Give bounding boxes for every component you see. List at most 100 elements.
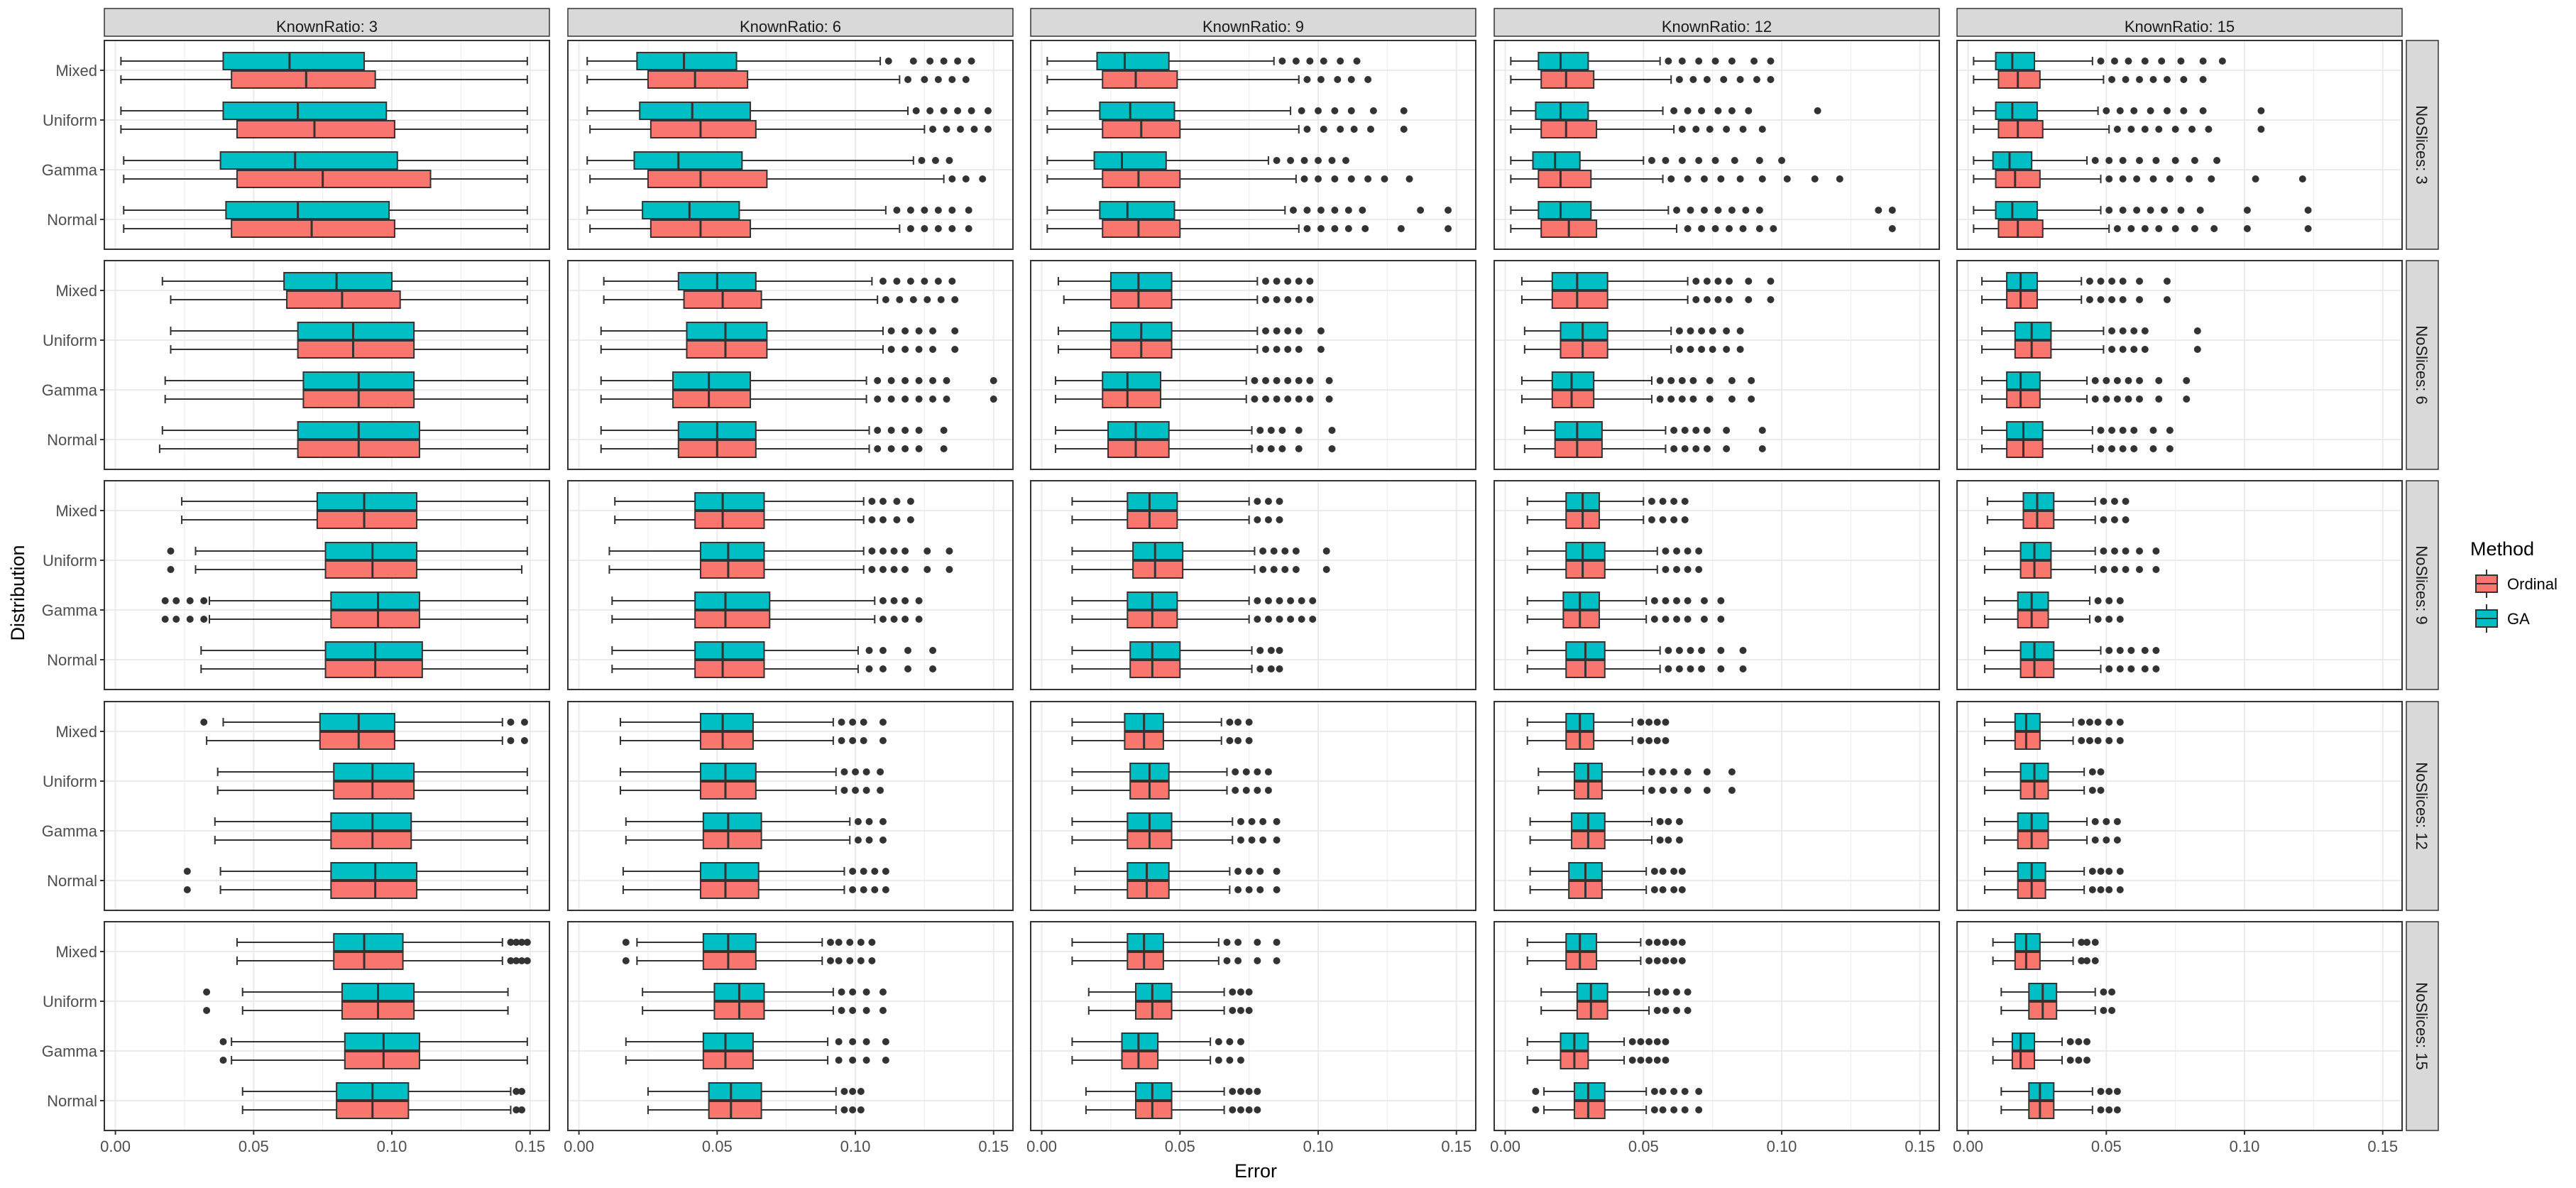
iqr-box (2006, 421, 2044, 440)
box-normal-ordinal (158, 440, 528, 458)
outlier-point (1767, 58, 1775, 65)
outlier-point (2078, 939, 2086, 946)
outlier-point (2105, 868, 2113, 875)
outlier-point (2205, 126, 2213, 133)
outlier-point (622, 957, 630, 964)
outlier-point (1678, 58, 1686, 65)
outlier-point (1245, 719, 1253, 726)
box-mixed-ga (614, 492, 914, 511)
iqr-box (647, 170, 768, 188)
outlier-point (915, 327, 923, 334)
outlier-point (1706, 126, 1714, 133)
box-gamma-ordinal (1992, 1051, 2091, 1069)
row-strip-1 (2406, 40, 2439, 250)
outlier-point (906, 207, 914, 214)
outlier-point (1267, 647, 1275, 654)
outlier-point (1264, 787, 1272, 794)
iqr-box (672, 371, 752, 390)
box-normal-ordinal (1983, 660, 2160, 678)
row-strip-label-5: NoSlices: 15 (2413, 982, 2430, 1070)
iqr-box (694, 492, 765, 511)
iqr-box (344, 1051, 420, 1069)
outlier-point (879, 278, 887, 285)
box-normal-ga (183, 862, 528, 881)
iqr-box (694, 592, 771, 610)
outlier-point (2191, 225, 2198, 232)
panel-border (1030, 480, 1476, 690)
outlier-point (1662, 1057, 1670, 1064)
box-normal-ga (1085, 1082, 1261, 1101)
outlier-point (2108, 76, 2116, 83)
panel-border (104, 480, 550, 690)
outlier-point (2113, 836, 2121, 844)
outlier-point (1237, 818, 1244, 825)
outlier-point (2116, 107, 2124, 114)
outlier-point (1681, 1106, 1689, 1113)
outlier-point (1245, 1088, 1253, 1095)
outlier-point (901, 566, 909, 573)
outlier-point (1675, 346, 1683, 353)
outlier-point (879, 566, 887, 573)
box-normal-ga (1523, 421, 1766, 440)
outlier-point (1665, 818, 1672, 825)
outlier-point (1284, 346, 1292, 353)
outlier-point (2108, 445, 2116, 452)
box-uniform-ordinal (1510, 120, 1766, 138)
box-uniform-ga (1973, 102, 2265, 120)
outlier-point (2208, 175, 2215, 182)
outlier-point (1709, 327, 1716, 334)
outlier-point (203, 1007, 211, 1014)
outlier-point (1659, 886, 1667, 893)
outlier-point (1748, 377, 1755, 384)
outlier-point (2122, 547, 2130, 555)
outlier-point (2166, 427, 2174, 434)
outlier-point (1298, 616, 1305, 623)
outlier-point (1687, 647, 1694, 654)
outlier-point (1361, 225, 1369, 232)
outlier-point (1245, 886, 1253, 893)
iqr-box (324, 560, 418, 579)
panel-r2-c3 (1031, 261, 1476, 469)
box-uniform-ga (1538, 763, 1736, 781)
outlier-point (954, 107, 962, 114)
outlier-point (1344, 225, 1352, 232)
outlier-point (1289, 207, 1297, 214)
box-gamma-ga (1071, 812, 1281, 831)
outlier-point (2113, 225, 2121, 232)
outlier-point (2119, 207, 2127, 214)
box-mixed-ordinal (586, 70, 970, 89)
iqr-box (1565, 933, 1598, 952)
outlier-point (1295, 427, 1303, 434)
outlier-point (1659, 1106, 1667, 1113)
outlier-point (1276, 498, 1283, 505)
box-mixed-ga (1071, 713, 1253, 731)
outlier-point (1254, 939, 1261, 946)
outlier-point (1287, 597, 1295, 604)
outlier-point (879, 1007, 887, 1014)
outlier-point (838, 719, 845, 726)
outlier-point (1273, 939, 1281, 946)
outlier-point (2149, 76, 2157, 83)
outlier-point (1653, 1038, 1661, 1045)
outlier-point (2110, 58, 2118, 65)
outlier-point (1273, 886, 1281, 893)
box-mixed-ga (1071, 492, 1283, 511)
outlier-point (1254, 1088, 1261, 1095)
iqr-box (231, 219, 395, 238)
box-normal-ordinal (1510, 219, 1896, 238)
iqr-box (2022, 511, 2055, 529)
box-uniform-ga (619, 763, 884, 781)
outlier-point (1245, 1007, 1253, 1014)
outlier-point (1344, 207, 1352, 214)
iqr-box (236, 120, 395, 138)
outlier-point (2116, 719, 2124, 726)
iqr-box (694, 610, 771, 628)
outlier-point (1251, 377, 1259, 384)
box-normal-ga (611, 641, 937, 660)
x-tick-label: 0.05 (1628, 1138, 1659, 1155)
x-tick-label: 0.00 (564, 1138, 594, 1155)
y-tick-label-gamma: Gamma (42, 1042, 98, 1060)
outlier-point (1254, 516, 1261, 523)
row-strip-label-4: NoSlices: 12 (2413, 762, 2430, 850)
outlier-point (1650, 616, 1658, 623)
